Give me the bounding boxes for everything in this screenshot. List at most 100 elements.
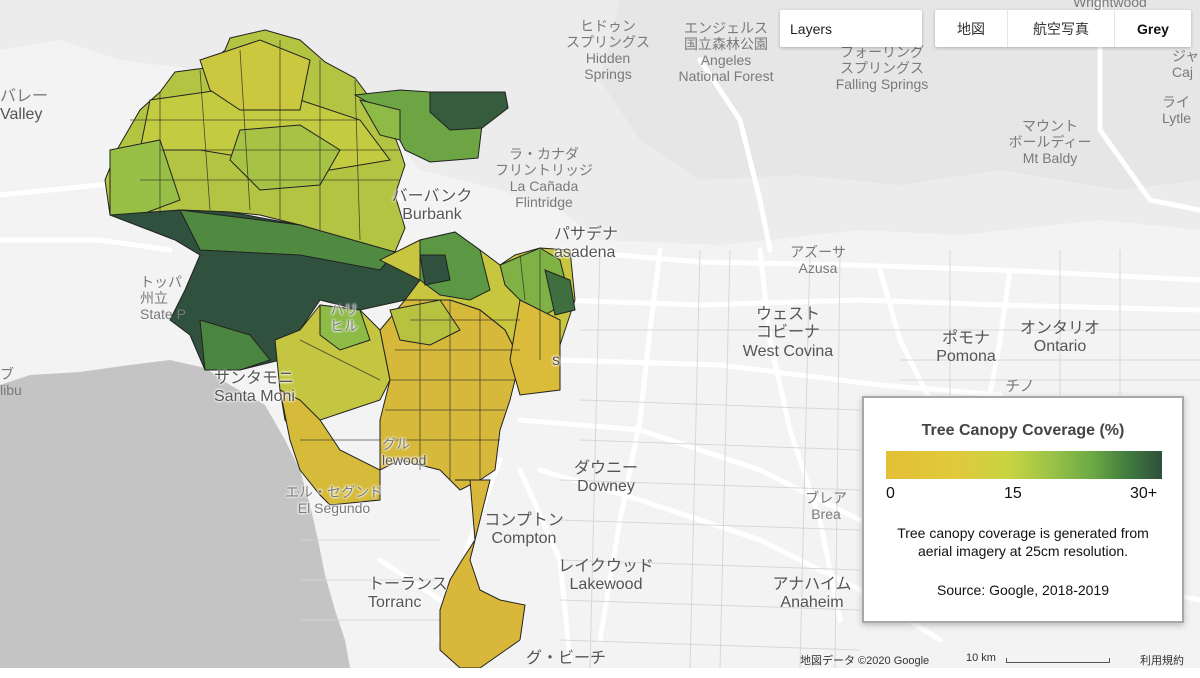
place-lytle: ライ Lytle [1162, 94, 1191, 126]
place-en: Santa Moni [214, 388, 295, 406]
legend-color-ramp [886, 451, 1162, 479]
place-jp: ダウニー [573, 460, 639, 477]
place-mt-baldy: マウント ボールディー Mt Baldy [1008, 118, 1091, 166]
place-jp: チノ [1005, 378, 1035, 395]
place-jp: オンタリオ [1019, 320, 1101, 337]
place-en: La Cañada Flintridge [509, 178, 579, 211]
map-attribution: 地図データ ©2020 Google [800, 655, 930, 667]
place-jp: ブレア [805, 490, 847, 506]
place-east-la: s [552, 352, 560, 370]
scale-bar [1006, 658, 1110, 663]
legend-tick-mid: 15 [1004, 485, 1022, 502]
place-jp: レイクウッド [558, 558, 654, 575]
place-en: Falling Springs [835, 76, 929, 93]
place-en: Torranc [368, 594, 422, 612]
place-jp: バレー [0, 88, 49, 105]
place-en: Lytle [1162, 110, 1192, 127]
place-jp: コンプトン [484, 512, 564, 529]
layers-label: Layers [790, 20, 833, 37]
place-en: Ontario [1033, 338, 1087, 356]
bottom-strip [0, 668, 1200, 678]
place-jp: ライ [1162, 94, 1190, 110]
place-angeles-forest: エンジェルス 国立森林公園 Angeles National Forest [679, 20, 774, 84]
place-santa-monica: サンタモニ Santa Moni [214, 370, 295, 407]
place-en: asadena [554, 244, 616, 262]
place-jp: ウェスト コビーナ [755, 306, 820, 342]
place-jp: ラ・カナダ フリントリッジ [495, 146, 593, 179]
place-jp: バーバンク [391, 188, 473, 205]
place-en: Azusa [798, 260, 838, 277]
place-en: Mt Baldy [1022, 150, 1078, 167]
place-jp: ブ [0, 366, 14, 382]
map-type-control: 地図 航空写真 Grey [935, 10, 1191, 47]
place-jp: エンジェルス 国立森林公園 [684, 20, 768, 53]
place-chino: チノ [1005, 378, 1035, 395]
place-jp: トッパ 州立 [140, 274, 182, 307]
place-pomona: ポモナ Pomona [936, 330, 996, 367]
place-en: Valley [0, 106, 43, 124]
place-jp: エル・セグンド [285, 484, 383, 500]
terms-link[interactable]: 利用規約 [1140, 655, 1184, 667]
place-hollywood-fragment: ハリ ヒル [330, 302, 358, 334]
place-jp: アズーサ [790, 244, 846, 260]
place-en: Brea [811, 506, 841, 523]
legend-description: Tree canopy coverage is generated from a… [874, 524, 1172, 560]
place-inglewood: グル lewood [382, 436, 426, 468]
place-jp: ポモナ [941, 330, 990, 347]
place-en: Lakewood [569, 576, 643, 594]
place-burbank: バーバンク Burbank [392, 188, 473, 225]
place-jp: ジャ [1172, 48, 1200, 64]
place-jp: トーランス [368, 576, 448, 593]
place-en: libu [0, 382, 22, 399]
place-jp-2: ヒル [330, 318, 358, 335]
map-type-grey-button[interactable]: Grey [1137, 20, 1169, 37]
map-type-roadmap-button[interactable]: 地図 [935, 10, 1008, 47]
place-jp: マウント ボールディー [1008, 118, 1092, 151]
legend-source: Source: Google, 2018-2019 [936, 582, 1109, 598]
legend-description-line2: aerial imagery at 25cm resolution. [917, 543, 1129, 560]
place-hidden-springs: ヒドゥン スプリングス Hidden Springs [566, 18, 650, 82]
place-en: Angeles National Forest [678, 52, 774, 85]
place-jp: サンタモニ [214, 370, 295, 387]
place-en: lewood [382, 452, 427, 469]
place-wrightwood: Wrightwood [1073, 0, 1147, 10]
place-jp: パサデナ [554, 226, 619, 243]
scale-label[interactable]: 10 km [966, 652, 996, 664]
legend-tick-min: 0 [886, 485, 895, 502]
place-valley: バレー Valley [0, 88, 48, 125]
place-en: Pomona [936, 348, 996, 366]
place-ontario: オンタリオ Ontario [1020, 320, 1100, 357]
legend-panel: Tree Canopy Coverage (%) 0 15 30+ Tree c… [862, 396, 1184, 623]
place-jp: ハリ [330, 302, 358, 318]
legend-title: Tree Canopy Coverage (%) [921, 422, 1125, 439]
place-jp: グ・ビーチ [526, 650, 607, 667]
place-falling-springs: フォーリング スプリングス Falling Springs [836, 44, 929, 92]
place-anaheim: アナハイム Anaheim [772, 576, 851, 613]
place-jp: Wrightwood [1073, 0, 1147, 10]
place-jp: アナハイム [772, 576, 852, 593]
layers-selector[interactable]: Layers [780, 10, 922, 47]
legend-description-line1: Tree canopy coverage is generated from [897, 525, 1149, 541]
place-el-segundo: エル・セグンド El Segundo [285, 484, 383, 516]
place-downey: ダウニー Downey [574, 460, 638, 497]
map-type-satellite-button[interactable]: 航空写真 [1008, 10, 1115, 47]
place-en: s [552, 352, 560, 369]
place-azusa: アズーサ Azusa [790, 244, 846, 276]
place-torrance: トーランス Torranc [368, 576, 448, 613]
legend-tick-max: 30+ [1130, 485, 1158, 502]
place-pasadena: パサデナ asadena [554, 226, 618, 263]
place-en: Downey [577, 478, 635, 496]
place-west-covina: ウェスト コビーナ West Covina [743, 306, 833, 361]
place-malibu: ブ libu [0, 366, 22, 398]
place-en: State P [140, 306, 186, 323]
place-lakewood: レイクウッド Lakewood [558, 558, 654, 595]
place-jp: グル [382, 436, 410, 452]
place-en: El Segundo [297, 500, 371, 517]
place-en: Caj [1172, 64, 1194, 81]
place-en: West Covina [742, 342, 834, 360]
canopy-overlay [104, 29, 576, 668]
place-jp: ヒドゥン スプリングス [566, 18, 650, 51]
place-right-top: ジャ Caj [1172, 48, 1199, 80]
place-brea: ブレア Brea [805, 490, 847, 522]
